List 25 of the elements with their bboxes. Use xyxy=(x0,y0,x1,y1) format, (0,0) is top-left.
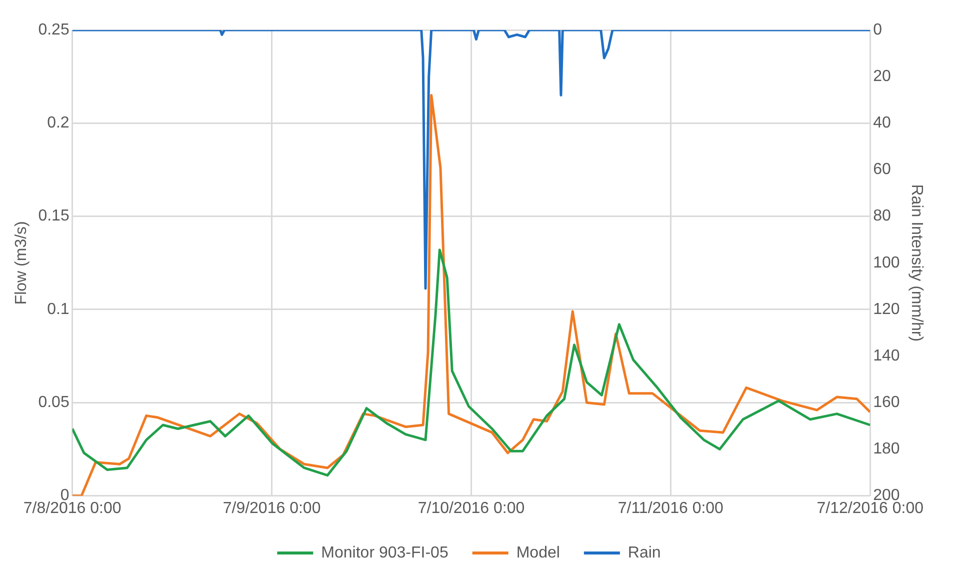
x-tick-label: 7/10/2016 0:00 xyxy=(418,500,525,517)
y2-tick-label: 100 xyxy=(873,254,900,272)
y-tick-label: 0.1 xyxy=(47,300,70,318)
y2-axis-title: Rain Intensity (mm/hr) xyxy=(908,184,925,342)
x-tick-label: 7/9/2016 0:00 xyxy=(222,500,321,517)
legend-label: Monitor 903-FI-05 xyxy=(321,544,448,562)
y2-tick-label: 80 xyxy=(873,208,892,225)
y2-tick-label: 0 xyxy=(873,21,882,38)
y-axis-title: Flow (m3/s) xyxy=(13,221,30,305)
x-tick-label: 7/11/2016 0:00 xyxy=(618,500,724,517)
x-tick-label: 7/8/2016 0:00 xyxy=(23,500,122,517)
y-tick-label: 0.15 xyxy=(38,208,70,225)
legend-label: Rain xyxy=(628,544,661,562)
y2-tick-label: 180 xyxy=(873,440,900,458)
y2-tick-label: 20 xyxy=(873,68,892,85)
y2-tick-label: 60 xyxy=(873,161,892,178)
legend-label: Model xyxy=(516,544,560,562)
y2-tick-label: 120 xyxy=(873,300,900,318)
y-tick-label: 0.2 xyxy=(47,114,70,132)
x-tick-label: 7/12/2016 0:00 xyxy=(816,500,924,517)
y2-tick-label: 140 xyxy=(873,347,900,364)
y-tick-label: 0.05 xyxy=(38,394,70,412)
y2-tick-label: 160 xyxy=(873,394,900,412)
y2-tick-label: 40 xyxy=(873,114,892,132)
y-tick-label: 0.25 xyxy=(38,21,70,38)
